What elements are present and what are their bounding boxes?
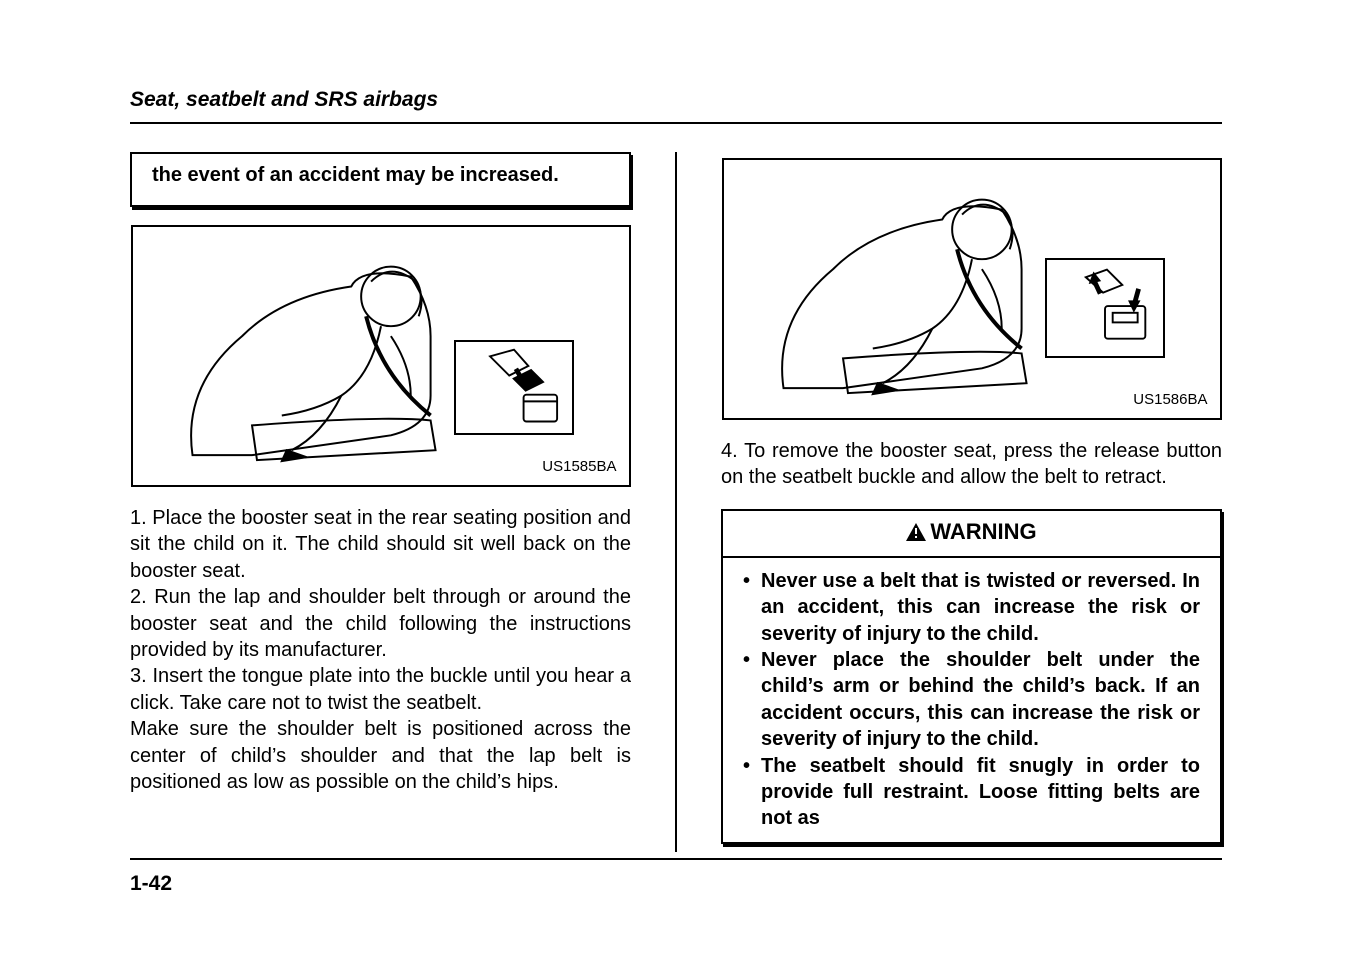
warning-bullet-2: • Never place the shoulder belt under th… (743, 647, 1200, 753)
section-header: Seat, seatbelt and SRS airbags (130, 88, 1222, 124)
step-1: 1. Place the booster seat in the rear se… (130, 505, 631, 584)
warning-title: WARNING (723, 511, 1220, 558)
figure-label-right: US1586BA (1133, 391, 1207, 408)
note-text: the event of an accident may be increase… (152, 164, 559, 186)
warning-bullet-1: • Never use a belt that is twisted or re… (743, 568, 1200, 647)
bullet-icon: • (743, 647, 761, 753)
right-column: US1586BA 4. To remove the booster seat, … (721, 152, 1222, 852)
column-divider (675, 152, 677, 852)
bullet-text: Never place the shoulder belt under the … (761, 647, 1200, 753)
manual-page: Seat, seatbelt and SRS airbags the event… (0, 0, 1352, 954)
step-3-note: Make sure the shoulder belt is positione… (130, 716, 631, 795)
step-3: 3. Insert the tongue plate into the buck… (130, 663, 631, 716)
left-body-text: 1. Place the booster seat in the rear se… (130, 505, 631, 795)
figure-left: US1585BA (131, 225, 631, 487)
warning-box: WARNING • Never use a belt that is twist… (721, 509, 1222, 844)
warning-title-text: WARNING (930, 519, 1036, 544)
two-column-layout: the event of an accident may be increase… (130, 152, 1222, 852)
left-column: the event of an accident may be increase… (130, 152, 631, 852)
page-footer: 1-42 (130, 858, 1222, 896)
buckle-release-icon (1047, 260, 1163, 356)
step-2: 2. Run the lap and shoulder belt through… (130, 584, 631, 663)
bullet-text: The seatbelt should fit snugly in order … (761, 753, 1200, 832)
warning-bullet-3: • The seatbelt should fit snugly in orde… (743, 753, 1200, 832)
figure-label-left: US1585BA (542, 458, 616, 475)
figure-inset-buckle (454, 340, 574, 435)
page-number: 1-42 (130, 872, 172, 895)
figure-right: US1586BA (722, 158, 1222, 420)
bullet-text: Never use a belt that is twisted or reve… (761, 568, 1200, 647)
right-body-text: 4. To remove the booster seat, press the… (721, 438, 1222, 491)
warning-triangle-icon (906, 519, 926, 548)
step-4: 4. To remove the booster seat, press the… (721, 438, 1222, 491)
figure-inset-release (1045, 258, 1165, 358)
bullet-icon: • (743, 568, 761, 647)
continuation-note-box: the event of an accident may be increase… (130, 152, 631, 207)
bullet-icon: • (743, 753, 761, 832)
buckle-insert-icon (456, 342, 572, 433)
